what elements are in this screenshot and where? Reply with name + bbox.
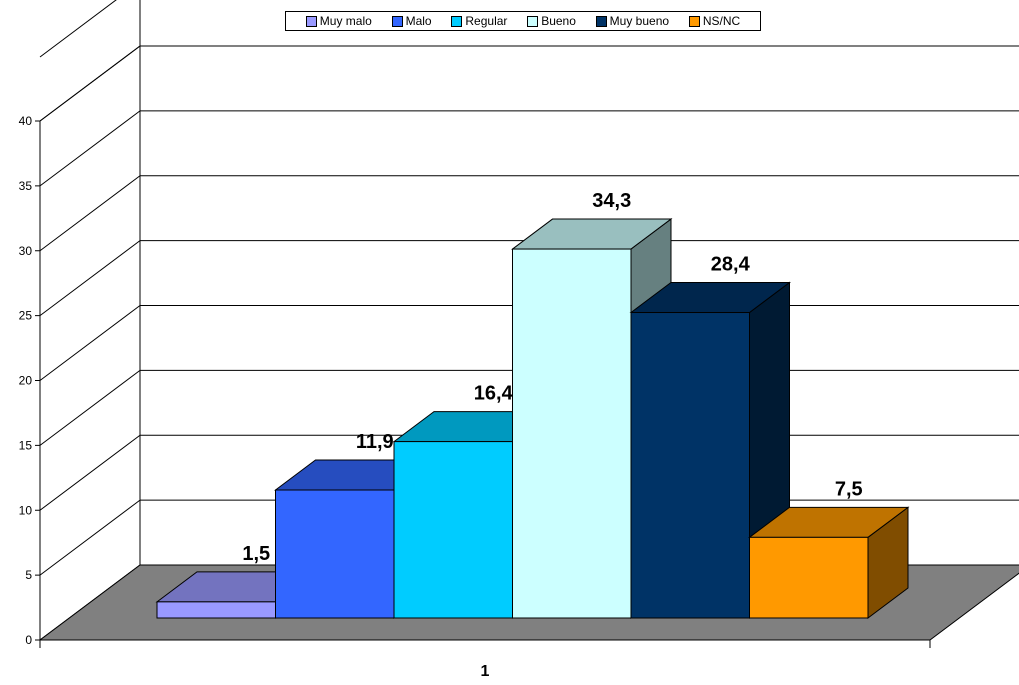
side-wall-gridline [39, 110, 141, 187]
side-wall-top [39, 45, 141, 122]
data-label: 34,3 [592, 190, 631, 212]
bar [156, 601, 276, 619]
legend-item: Muy bueno [595, 14, 670, 28]
legend-label: Muy malo [319, 14, 372, 28]
bar [512, 248, 632, 619]
side-wall-gridline [39, 434, 141, 511]
legend: Muy malo Malo Regular Bueno Muy bueno NS/NC [285, 11, 761, 31]
data-label: 7,5 [835, 478, 863, 500]
legend-item: Regular [451, 14, 507, 28]
legend-swatch [391, 15, 403, 27]
y-tick-label: 25 [19, 309, 33, 323]
side-wall-gridline [39, 305, 141, 381]
bar [749, 536, 869, 619]
y-tick-label: 30 [19, 244, 33, 258]
bar [275, 489, 395, 619]
y-tick-label: 5 [25, 568, 32, 582]
legend-label: Regular [465, 14, 508, 28]
legend-label: NS/NC [702, 14, 741, 28]
data-label: 11,9 [356, 431, 394, 453]
y-tick-label: 20 [19, 374, 33, 388]
data-label: 16,4 [474, 383, 514, 405]
data-label: 1,5 [242, 543, 270, 565]
side-wall-gridline [39, 240, 141, 317]
y-tick-label: 15 [19, 438, 33, 452]
y-tick-label: 35 [19, 179, 33, 193]
legend-swatch [595, 15, 607, 27]
legend-item: Malo [391, 14, 432, 28]
legend-swatch [527, 15, 539, 27]
side-wall-top-edge [39, 0, 117, 58]
legend-item: Muy malo [305, 14, 372, 28]
side-wall-gridline [39, 369, 141, 446]
legend-item: NS/NC [688, 14, 741, 28]
y-tick-label: 0 [25, 633, 32, 647]
bar [630, 312, 750, 619]
legend-swatch [305, 15, 317, 27]
side-wall-gridline [39, 175, 141, 252]
x-tick-label: 1 [481, 663, 490, 680]
legend-label: Muy bueno [609, 14, 670, 28]
legend-label: Bueno [541, 14, 576, 28]
y-tick-label: 40 [19, 114, 33, 128]
legend-item: Bueno [527, 14, 576, 28]
legend-swatch [451, 15, 463, 27]
legend-swatch [688, 15, 700, 27]
legend-label: Malo [405, 14, 432, 28]
data-label: 28,4 [711, 254, 751, 276]
y-tick-label: 10 [19, 503, 33, 517]
side-wall-gridline [39, 499, 141, 576]
bar [393, 441, 513, 619]
